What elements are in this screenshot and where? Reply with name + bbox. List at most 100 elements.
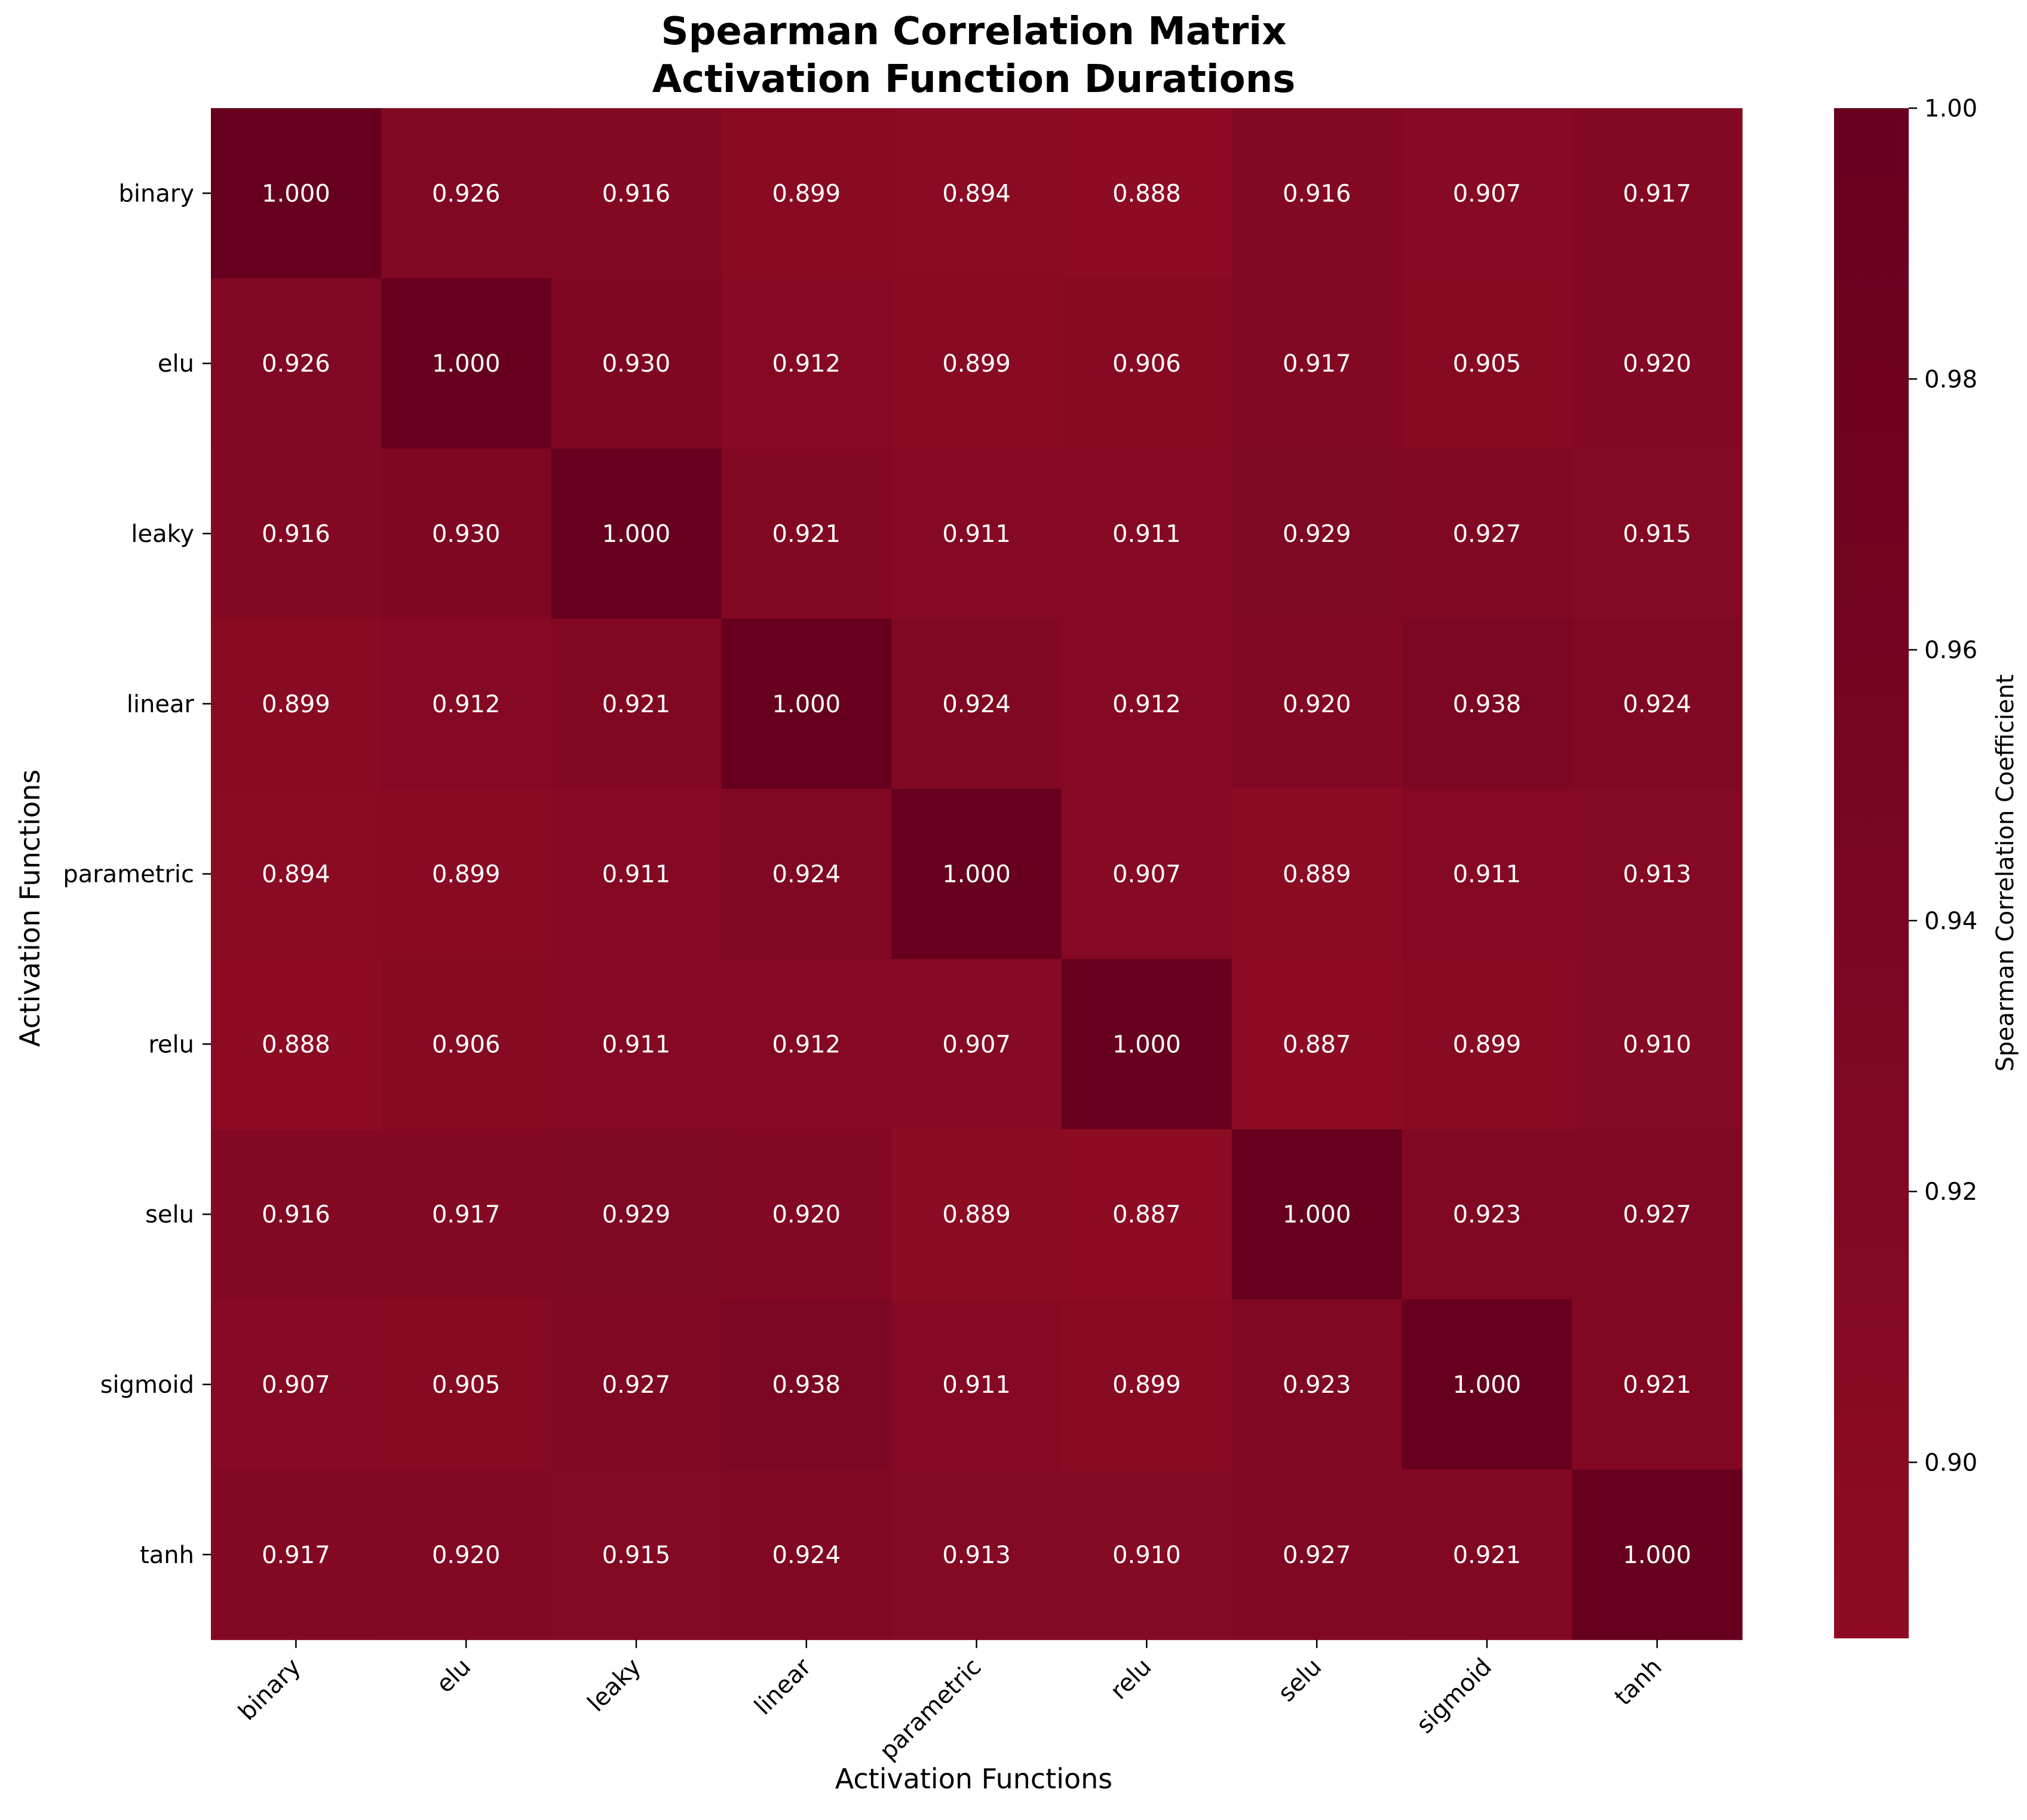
cell-value-relu-sigmoid: 0.899: [1453, 1031, 1522, 1058]
heatmap-cell-leaky-linear: [721, 448, 892, 619]
heatmap-cell-tanh-parametric: [891, 1469, 1062, 1640]
cell-value-selu-binary: 0.916: [262, 1201, 330, 1228]
cell-value-parametric-elu: 0.899: [432, 861, 501, 888]
heatmap-cell-relu-tanh: [1572, 959, 1743, 1130]
heatmap-cell-leaky-relu: [1062, 448, 1232, 619]
colorbar-tick-label-0.94: 0.94: [1924, 908, 1977, 935]
chart-title-line-1: Spearman Correlation Matrix: [661, 10, 1287, 54]
heatmap-cell-leaky-selu: [1231, 448, 1403, 619]
heatmap-cell-parametric-leaky: [551, 789, 722, 960]
colorbar-tick-label-0.90: 0.90: [1924, 1449, 1977, 1476]
heatmap-cell-binary-selu: [1231, 108, 1403, 279]
cell-value-relu-relu: 1.000: [1112, 1031, 1181, 1058]
heatmap-cell-sigmoid-relu: [1062, 1299, 1232, 1470]
cell-value-leaky-leaky: 1.000: [602, 520, 671, 548]
cell-value-selu-leaky: 0.929: [602, 1201, 671, 1228]
heatmap-cell-sigmoid-sigmoid: [1402, 1299, 1572, 1470]
heatmap-cell-relu-binary: [211, 959, 382, 1130]
heatmap-cell-binary-elu: [381, 108, 552, 279]
cell-value-leaky-linear: 0.921: [772, 520, 841, 548]
cell-value-elu-tanh: 0.920: [1623, 350, 1692, 378]
heatmap-cell-relu-parametric: [891, 959, 1062, 1130]
cell-value-linear-relu: 0.912: [1112, 691, 1181, 718]
cell-value-parametric-leaky: 0.911: [602, 861, 671, 888]
y-axis-ticks: binary elu leaky linear parametric relu selu si…: [63, 180, 211, 1569]
cell-value-parametric-sigmoid: 0.911: [1453, 861, 1522, 888]
cell-value-tanh-sigmoid: 0.921: [1453, 1542, 1522, 1569]
heatmap-cell-parametric-binary: [211, 789, 382, 960]
cell-value-binary-leaky: 0.916: [602, 180, 671, 207]
cell-value-parametric-selu: 0.889: [1283, 861, 1351, 888]
cell-value-selu-sigmoid: 0.923: [1453, 1201, 1522, 1228]
cell-value-relu-linear: 0.912: [772, 1031, 841, 1058]
cell-value-sigmoid-binary: 0.907: [262, 1371, 330, 1399]
heatmap-cell-elu-linear: [721, 278, 892, 449]
heatmap-cell-relu-selu: [1231, 959, 1403, 1130]
cell-value-parametric-linear: 0.924: [772, 861, 841, 888]
cell-value-binary-elu: 0.926: [432, 180, 501, 207]
cell-value-linear-linear: 1.000: [772, 691, 841, 718]
cell-value-relu-selu: 0.887: [1283, 1031, 1351, 1058]
cell-value-elu-leaky: 0.930: [602, 350, 671, 378]
heatmap-cell-linear-parametric: [891, 618, 1062, 789]
heatmap-cell-sigmoid-linear: [721, 1299, 892, 1470]
colorbar-label: Spearman Correlation Coefficient: [1992, 675, 2019, 1072]
cell-value-leaky-parametric: 0.911: [942, 520, 1011, 548]
cell-value-binary-parametric: 0.894: [942, 180, 1011, 207]
heatmap-cell-leaky-parametric: [891, 448, 1062, 619]
cell-value-sigmoid-leaky: 0.927: [602, 1371, 671, 1399]
heatmap-cell-binary-parametric: [891, 108, 1062, 279]
cell-value-tanh-tanh: 1.000: [1623, 1542, 1692, 1569]
heatmap-cell-linear-tanh: [1572, 618, 1743, 789]
cell-value-leaky-relu: 0.911: [1112, 520, 1181, 548]
heatmap-cell-leaky-binary: [211, 448, 382, 619]
heatmap-cell-linear-linear: [721, 618, 892, 789]
heatmap-cell-sigmoid-binary: [211, 1299, 382, 1470]
heatmap-cell-binary-tanh: [1572, 108, 1743, 279]
y-tick-label-elu: elu: [158, 350, 194, 378]
y-tick-label-relu: relu: [148, 1031, 194, 1058]
colorbar-tick-label-0.96: 0.96: [1924, 637, 1977, 664]
cell-value-elu-elu: 1.000: [432, 350, 501, 378]
cell-value-elu-relu: 0.906: [1112, 350, 1181, 378]
heatmap-cell-leaky-sigmoid: [1402, 448, 1572, 619]
cell-value-leaky-sigmoid: 0.927: [1453, 520, 1522, 548]
cell-value-relu-leaky: 0.911: [602, 1031, 671, 1058]
cell-value-linear-sigmoid: 0.938: [1453, 691, 1522, 718]
y-tick-label-leaky: leaky: [131, 520, 194, 548]
y-tick-label-linear: linear: [127, 691, 195, 718]
cell-value-leaky-binary: 0.916: [262, 520, 330, 548]
cell-value-sigmoid-tanh: 0.921: [1623, 1371, 1692, 1399]
heatmap-cell-parametric-tanh: [1572, 789, 1743, 960]
cell-value-tanh-elu: 0.920: [432, 1542, 501, 1569]
cell-value-sigmoid-sigmoid: 1.000: [1453, 1371, 1522, 1399]
heatmap-cell-linear-elu: [381, 618, 552, 789]
heatmap-cell-selu-elu: [381, 1129, 552, 1300]
heatmap-cell-tanh-linear: [721, 1469, 892, 1640]
heatmap-cell-selu-parametric: [891, 1129, 1062, 1300]
cell-value-elu-sigmoid: 0.905: [1453, 350, 1522, 378]
heatmap-cell-linear-relu: [1062, 618, 1232, 789]
x-axis-label: Activation Functions: [835, 1763, 1113, 1795]
heatmap-cell-linear-binary: [211, 618, 382, 789]
heatmap-cell-elu-relu: [1062, 278, 1232, 449]
cell-value-tanh-binary: 0.917: [262, 1542, 330, 1569]
cell-value-parametric-tanh: 0.913: [1623, 861, 1692, 888]
cell-value-parametric-binary: 0.894: [262, 861, 330, 888]
heatmap-cell-elu-leaky: [551, 278, 722, 449]
heatmap-cell-parametric-linear: [721, 789, 892, 960]
heatmap-cell-relu-leaky: [551, 959, 722, 1130]
cell-value-binary-sigmoid: 0.907: [1453, 180, 1522, 207]
heatmap-cell-parametric-elu: [381, 789, 552, 960]
heatmap-cell-labels: 1.000 0.926 0.916 0.899 0.894 0.888 0.916 0.907…: [262, 180, 1691, 1568]
cell-value-leaky-tanh: 0.915: [1623, 520, 1692, 548]
heatmap-cell-binary-leaky: [551, 108, 722, 279]
heatmap-cell-tanh-elu: [381, 1469, 552, 1640]
cell-value-tanh-parametric: 0.913: [942, 1542, 1011, 1569]
cell-value-elu-parametric: 0.899: [942, 350, 1011, 378]
heatmap-cell-leaky-leaky: [551, 448, 722, 619]
colorbar-ticks: 0.90 0.92 0.94 0.96 0.98 1.00: [1909, 95, 1977, 1476]
heatmap-cell-linear-selu: [1231, 618, 1403, 789]
cell-value-selu-elu: 0.917: [432, 1201, 501, 1228]
